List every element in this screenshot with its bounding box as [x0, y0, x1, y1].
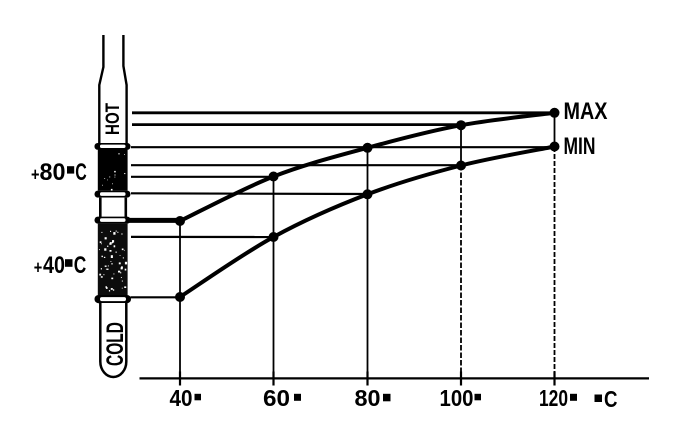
svg-text:MAX: MAX: [564, 98, 608, 125]
svg-text:60: 60: [263, 385, 290, 411]
svg-text:+: +: [31, 165, 40, 185]
svg-text:C: C: [604, 386, 618, 412]
svg-text:COLD: COLD: [102, 322, 129, 366]
svg-text:40: 40: [170, 385, 193, 411]
svg-text:MIN: MIN: [564, 133, 596, 160]
svg-text:+: +: [34, 258, 43, 278]
svg-text:40: 40: [43, 252, 65, 279]
svg-text:120: 120: [539, 385, 568, 411]
svg-text:HOT: HOT: [102, 103, 124, 135]
svg-text:80: 80: [355, 385, 381, 411]
svg-text:100: 100: [440, 385, 474, 411]
svg-text:C: C: [74, 252, 87, 279]
svg-text:80: 80: [40, 159, 66, 186]
svg-text:C: C: [75, 159, 87, 186]
